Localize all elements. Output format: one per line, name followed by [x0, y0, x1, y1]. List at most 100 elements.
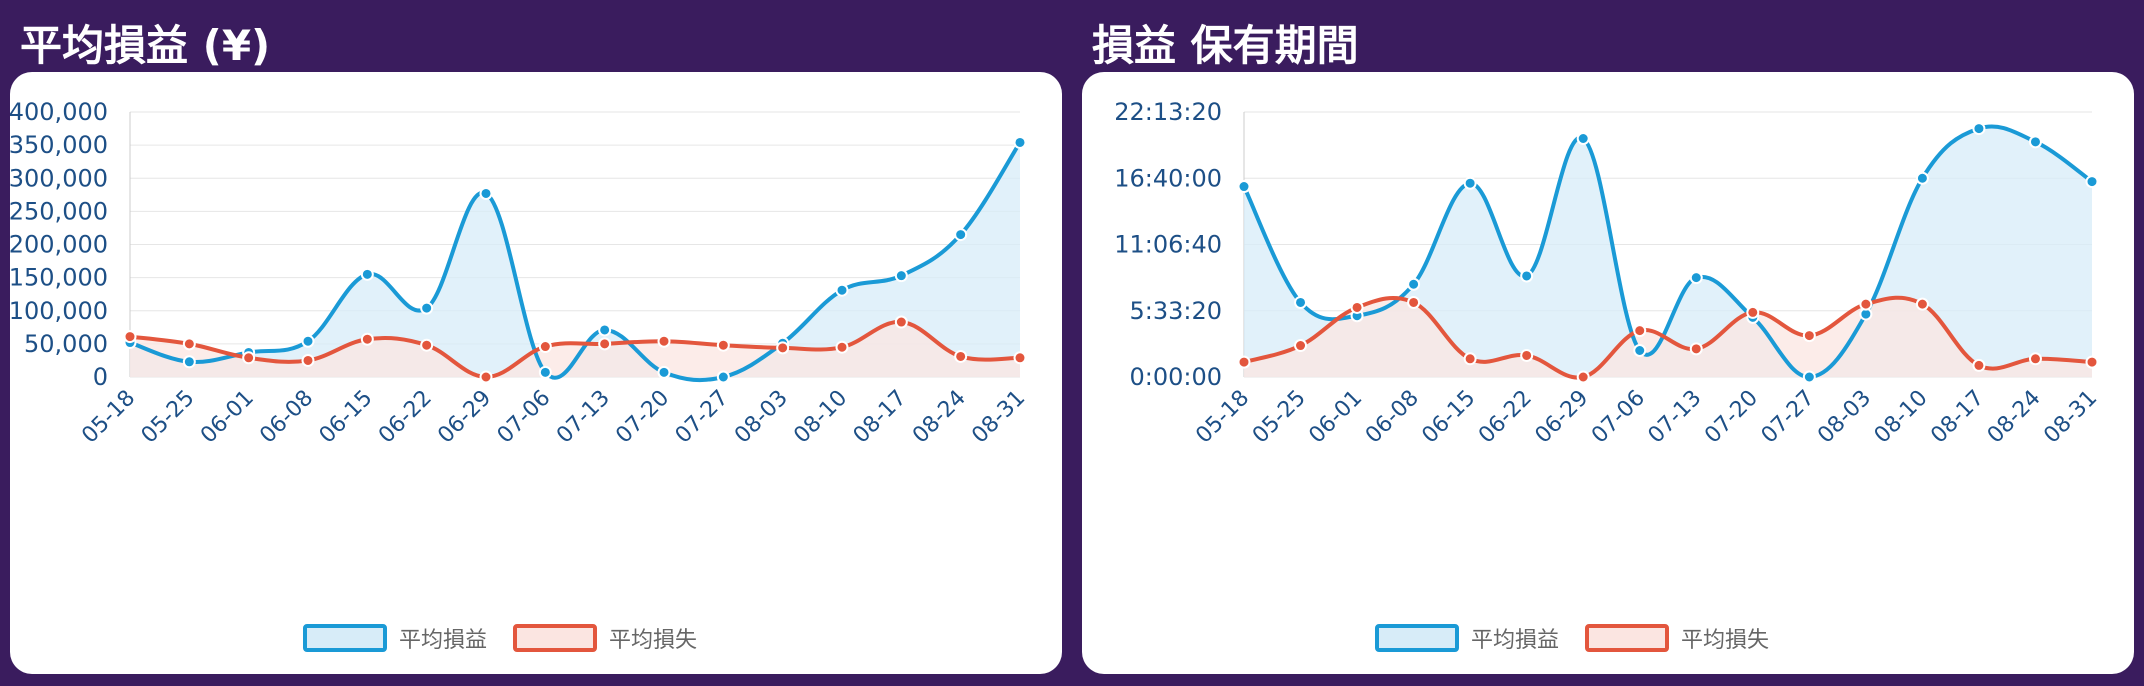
y-tick-label: 350,000 — [10, 131, 108, 159]
series-area-loss — [130, 321, 1020, 378]
legend-item-loss[interactable]: 平均損失 — [513, 624, 697, 653]
data-point-profit[interactable] — [657, 365, 671, 379]
data-point-profit[interactable] — [479, 186, 493, 200]
data-point-loss[interactable] — [1463, 352, 1477, 366]
x-tick-label: 08-31 — [2039, 386, 2102, 449]
data-point-profit[interactable] — [1576, 132, 1590, 145]
data-point-loss[interactable] — [182, 337, 196, 351]
data-point-profit[interactable] — [1294, 295, 1308, 309]
x-tick-label: 06-01 — [1304, 386, 1367, 449]
data-point-loss[interactable] — [2028, 352, 2042, 366]
y-tick-label: 200,000 — [10, 231, 108, 259]
data-point-loss[interactable] — [598, 337, 612, 351]
data-point-profit[interactable] — [420, 301, 434, 315]
data-point-loss[interactable] — [301, 353, 315, 367]
x-tick-label: 07-06 — [493, 386, 556, 449]
data-point-loss[interactable] — [894, 315, 908, 329]
series-line-loss — [129, 320, 1021, 380]
data-point-profit[interactable] — [360, 267, 374, 281]
x-tick-label: 07-13 — [1644, 386, 1707, 449]
x-tick-label: 06-15 — [1417, 386, 1480, 449]
data-point-loss[interactable] — [538, 340, 552, 354]
data-point-profit[interactable] — [1633, 344, 1647, 357]
data-point-profit[interactable] — [598, 323, 612, 337]
data-point-loss[interactable] — [954, 349, 968, 363]
series-area-loss — [1244, 297, 2092, 378]
x-tick-label: 07-27 — [671, 386, 734, 449]
x-tick-label: 08-31 — [967, 386, 1030, 449]
y-tick-label: 400,000 — [10, 98, 108, 126]
y-tick-label: 50,000 — [24, 330, 108, 358]
data-point-loss[interactable] — [1407, 295, 1421, 309]
x-tick-label: 06-22 — [374, 386, 437, 449]
data-point-profit[interactable] — [1407, 277, 1421, 291]
y-tick-label: 0 — [93, 363, 108, 391]
legend-item-profit[interactable]: 平均損益 — [1375, 624, 1559, 653]
chart-title-avg-pnl: 平均損益 (¥) — [20, 21, 271, 70]
data-point-profit[interactable] — [1013, 135, 1027, 149]
legend-swatch-profit — [1375, 624, 1459, 652]
y-tick-label: 11:06:40 — [1114, 231, 1222, 259]
data-point-profit[interactable] — [954, 228, 968, 242]
data-point-profit[interactable] — [2028, 135, 2042, 149]
data-point-profit[interactable] — [538, 365, 552, 379]
x-tick-label: 07-06 — [1587, 386, 1650, 449]
y-tick-label: 250,000 — [10, 197, 108, 225]
data-point-loss[interactable] — [1294, 339, 1308, 353]
legend-swatch-profit — [303, 624, 387, 652]
data-point-loss[interactable] — [1576, 370, 1590, 384]
x-tick-label: 08-24 — [1983, 386, 2046, 449]
data-point-profit[interactable] — [1237, 180, 1251, 194]
data-point-profit[interactable] — [301, 334, 315, 348]
data-point-loss[interactable] — [657, 334, 671, 348]
data-point-loss[interactable] — [1633, 324, 1647, 338]
x-tick-label: 06-29 — [1531, 386, 1594, 449]
data-point-profit[interactable] — [1463, 176, 1477, 190]
data-point-loss[interactable] — [1915, 297, 1929, 311]
y-tick-label: 100,000 — [10, 297, 108, 325]
y-tick-label: 300,000 — [10, 164, 108, 192]
x-tick-label: 06-08 — [255, 386, 318, 449]
data-point-profit[interactable] — [2085, 175, 2099, 189]
x-tick-label: 07-20 — [611, 386, 674, 449]
data-point-loss[interactable] — [1520, 348, 1534, 362]
data-point-loss[interactable] — [1689, 342, 1703, 356]
data-point-profit[interactable] — [835, 283, 849, 297]
legend-item-profit[interactable]: 平均損益 — [303, 624, 487, 653]
chart-title-holding-period: 損益 保有期間 — [1092, 21, 1359, 70]
data-point-profit[interactable] — [1689, 271, 1703, 285]
data-point-loss[interactable] — [2085, 355, 2099, 369]
x-tick-label: 06-15 — [315, 386, 378, 449]
data-point-profit[interactable] — [182, 355, 196, 369]
data-point-loss[interactable] — [716, 338, 730, 352]
data-point-loss[interactable] — [1802, 329, 1816, 343]
data-point-profit[interactable] — [894, 269, 908, 283]
legend-label-loss: 平均損失 — [609, 628, 697, 653]
y-tick-label: 5:33:20 — [1129, 297, 1222, 325]
x-tick-label: 08-03 — [730, 386, 793, 449]
data-point-profit[interactable] — [1520, 269, 1534, 283]
data-point-loss[interactable] — [479, 370, 493, 384]
data-point-loss[interactable] — [1237, 355, 1251, 369]
data-point-loss[interactable] — [835, 340, 849, 354]
x-tick-label: 05-18 — [77, 386, 140, 449]
data-point-loss[interactable] — [420, 338, 434, 352]
data-point-profit[interactable] — [1915, 171, 1929, 185]
legend-item-loss[interactable]: 平均損失 — [1585, 624, 1769, 653]
data-point-loss[interactable] — [242, 351, 256, 365]
data-point-profit[interactable] — [1802, 370, 1816, 384]
x-tick-label: 06-08 — [1361, 386, 1424, 449]
x-tick-label: 08-17 — [1926, 386, 1989, 449]
chart-holding-period: 0:00:00 5:33:20 11:06:40 16:40:00 22:13:20 05… — [1114, 98, 2102, 653]
data-point-loss[interactable] — [1013, 351, 1027, 365]
y-tick-label: 0:00:00 — [1129, 363, 1222, 391]
data-point-loss[interactable] — [123, 330, 137, 344]
data-point-loss[interactable] — [360, 332, 374, 346]
data-point-loss[interactable] — [1746, 305, 1760, 319]
data-point-loss[interactable] — [1972, 358, 1986, 372]
data-point-loss[interactable] — [1350, 300, 1364, 314]
data-point-loss[interactable] — [1859, 297, 1873, 311]
data-point-loss[interactable] — [776, 341, 790, 355]
data-point-profit[interactable] — [716, 370, 730, 384]
data-point-profit[interactable] — [1972, 122, 1986, 136]
